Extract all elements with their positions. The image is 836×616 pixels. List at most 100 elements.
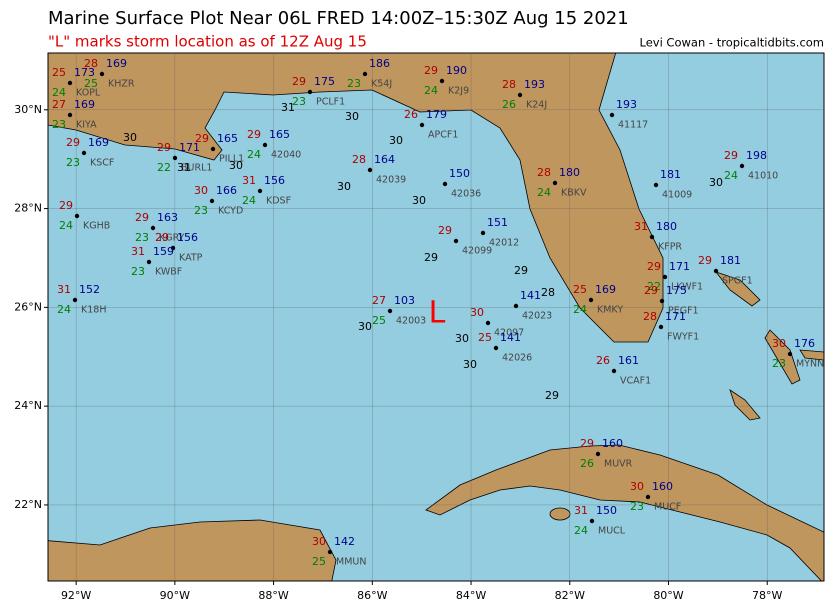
pressure: 161 — [618, 354, 639, 367]
pressure: 103 — [394, 294, 415, 307]
temperature: 31 — [574, 504, 588, 517]
temperature: 26 — [404, 108, 418, 121]
observation-value: 31 — [177, 161, 191, 174]
temperature: 29 — [438, 224, 452, 237]
station-id: MYNN — [796, 359, 824, 370]
temperature: 29 — [195, 132, 209, 145]
station-id: APCF1 — [428, 130, 458, 141]
pressure: 150 — [449, 167, 470, 180]
x-tick-label: 78°W — [752, 589, 782, 602]
temperature: 29 — [135, 211, 149, 224]
station-id: 42023 — [522, 311, 552, 322]
pressure: 156 — [264, 174, 285, 187]
station-id: KWBF — [155, 267, 182, 278]
temperature: 26 — [596, 354, 610, 367]
station-dot — [653, 182, 659, 188]
station-dot — [262, 142, 268, 148]
observation-value: 28 — [541, 286, 555, 299]
temperature: 29 — [580, 437, 594, 450]
storm-marker: L — [429, 296, 446, 331]
pressure: 175 — [314, 75, 335, 88]
station-dot — [387, 308, 393, 314]
station-id: KCYD — [218, 206, 243, 217]
station-dot — [150, 225, 156, 231]
station-dot — [210, 146, 216, 152]
pressure: 193 — [524, 78, 545, 91]
dewpoint: 23 — [292, 95, 306, 108]
frame — [47, 52, 825, 582]
observation-value: 30 — [229, 159, 243, 172]
pressure: 141 — [500, 331, 521, 344]
dewpoint: 25 — [312, 555, 326, 568]
station-id: MMUN — [336, 557, 366, 568]
dewpoint: 23 — [131, 265, 145, 278]
x-tick-label: 84°W — [456, 589, 486, 602]
station-dot — [480, 230, 486, 236]
station-dot — [713, 268, 719, 274]
pressure: 171 — [179, 141, 200, 154]
station-dot — [649, 234, 655, 240]
pressure: 171 — [665, 310, 686, 323]
pressure: 171 — [669, 260, 690, 273]
temperature: 29 — [424, 64, 438, 77]
station-dot — [209, 198, 215, 204]
pressure: 165 — [217, 132, 238, 145]
temperature: 25 — [52, 66, 66, 79]
station-dot — [442, 181, 448, 187]
station-id: K2J9 — [448, 86, 469, 97]
pressure: 160 — [602, 437, 623, 450]
station-id: K54J — [371, 79, 392, 90]
pressure: 186 — [369, 57, 390, 70]
station-dot — [327, 549, 333, 555]
dewpoint: 23 — [772, 357, 786, 370]
station-dot — [588, 297, 594, 303]
temperature: 28 — [537, 166, 551, 179]
dewpoint: 22 — [647, 280, 661, 293]
station-dot — [307, 89, 313, 95]
dewpoint: 24 — [424, 84, 438, 97]
dewpoint: 24 — [242, 194, 256, 207]
temperature: 27 — [372, 294, 386, 307]
station-dot — [787, 351, 793, 357]
pressure: 169 — [74, 98, 95, 111]
y-tick-label: 24°N — [14, 399, 42, 412]
temperature: 29 — [155, 231, 169, 244]
station-dot — [658, 324, 664, 330]
station-id: PEGF1 — [668, 306, 699, 317]
dewpoint: 24 — [59, 219, 73, 232]
temperature: 31 — [634, 220, 648, 233]
station-dot — [517, 92, 523, 98]
station-id: 41009 — [662, 190, 692, 201]
station-dot — [99, 71, 105, 77]
pressure: 159 — [153, 245, 174, 258]
temperature: 30 — [772, 337, 786, 350]
y-tick-label: 22°N — [14, 498, 42, 511]
station-id: PCLF1 — [316, 97, 345, 108]
observation-value: 30 — [709, 176, 723, 189]
pressure: 164 — [374, 153, 395, 166]
observation-value: 29 — [545, 389, 559, 402]
dewpoint: 23 — [630, 500, 644, 513]
x-tick-label: 80°W — [653, 589, 683, 602]
pressure: 150 — [596, 504, 617, 517]
pressure: 166 — [216, 184, 237, 197]
dewpoint: 24 — [537, 186, 551, 199]
temperature: 29 — [157, 141, 171, 154]
bahamas — [714, 271, 761, 307]
station-id: KIYA — [76, 120, 97, 131]
station-dot — [170, 245, 176, 251]
station-dot — [609, 112, 615, 118]
temperature: 29 — [644, 284, 658, 297]
dewpoint: 24 — [247, 148, 261, 161]
station-id: 42003 — [396, 316, 426, 327]
station-id: KGHB — [83, 221, 110, 232]
observation-value: 31 — [281, 101, 295, 114]
station-dot — [67, 112, 73, 118]
station-dot — [513, 303, 519, 309]
temperature: 25 — [478, 331, 492, 344]
temperature: 30 — [312, 535, 326, 548]
title: Marine Surface Plot Near 06L FRED 14:00Z… — [48, 8, 629, 29]
observation-value: 30 — [358, 320, 372, 333]
station-id: K18H — [81, 305, 106, 316]
dewpoint: 23 — [52, 118, 66, 131]
